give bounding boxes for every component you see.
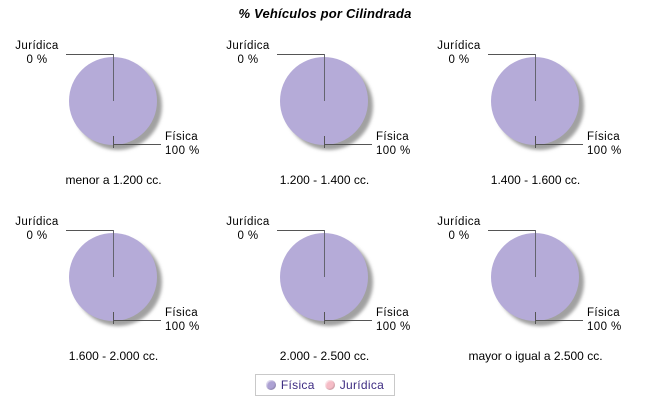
leader-tick-icon [535,312,536,324]
leader-line-icon [113,144,161,145]
slice-name: Jurídica [15,216,59,228]
pie-plot: Jurídica 0 % Física 100 % [8,35,219,195]
chart-title: % Vehículos por Cilindrada [238,6,412,21]
slice-boundary-line-icon [113,54,114,101]
legend-item: Física [265,378,315,392]
slice-boundary-line-icon [535,54,536,101]
slice-name: Física [165,307,199,319]
slice-name: Jurídica [226,40,270,52]
legend-item-label: Física [280,378,315,392]
category-label: mayor o igual a 2.500 cc. [468,349,603,363]
legend-box: Física Jurídica [254,374,396,396]
leader-line-icon [277,230,324,231]
pie-cell: Jurídica 0 % Física 100 % 2.000 - 2.500 … [219,211,430,371]
leader-tick-icon [113,136,114,148]
slice-value: 100 % [587,145,622,157]
legend-marker-icon [265,380,276,390]
leader-line-icon [324,144,372,145]
leader-line-icon [535,320,583,321]
slice-name: Física [165,131,199,143]
slice-label-juridica: Jurídica 0 % [219,39,277,67]
slice-name: Física [587,307,621,319]
pie-grid: Jurídica 0 % Física 100 % menor a 1.200 … [8,35,642,387]
slice-value: 100 % [165,321,200,333]
pie-cell: Jurídica 0 % Física 100 % 1.400 - 1.600 … [430,35,641,195]
slice-name: Física [376,307,410,319]
slice-label-fisica: Física 100 % [165,130,219,158]
slice-value: 0 % [26,54,48,66]
slice-label-juridica: Jurídica 0 % [8,39,66,67]
slice-label-fisica: Física 100 % [587,306,641,334]
slice-name: Jurídica [437,40,481,52]
slice-label-juridica: Jurídica 0 % [430,39,488,67]
pie-cell: Jurídica 0 % Física 100 % menor a 1.200 … [8,35,219,195]
pie-plot: Jurídica 0 % Física 100 % [219,211,430,371]
leader-tick-icon [324,136,325,148]
slice-label-juridica: Jurídica 0 % [430,215,488,243]
slice-name: Jurídica [15,40,59,52]
slice-name: Física [587,131,621,143]
leader-line-icon [66,54,113,55]
slice-label-fisica: Física 100 % [587,130,641,158]
slice-value: 100 % [376,321,411,333]
pie-cell: Jurídica 0 % Física 100 % mayor o igual … [430,211,641,371]
leader-line-icon [324,320,372,321]
category-label: menor a 1.200 cc. [65,173,162,187]
slice-label-juridica: Jurídica 0 % [8,215,66,243]
pie-plot: Jurídica 0 % Física 100 % [430,35,641,195]
slice-value: 0 % [237,230,259,242]
leader-tick-icon [535,136,536,148]
legend-item: Jurídica [324,378,385,392]
leader-line-icon [535,144,583,145]
category-label: 1.600 - 2.000 cc. [68,349,159,363]
slice-name: Física [376,131,410,143]
slice-label-fisica: Física 100 % [165,306,219,334]
slice-label-fisica: Física 100 % [376,306,430,334]
legend-marker-icon [324,380,335,390]
slice-value: 0 % [448,54,470,66]
legend-item-label: Jurídica [339,378,385,392]
slice-value: 100 % [587,321,622,333]
slice-label-fisica: Física 100 % [376,130,430,158]
leader-line-icon [66,230,113,231]
slice-value: 100 % [165,145,200,157]
slice-boundary-line-icon [324,230,325,277]
leader-line-icon [113,320,161,321]
slice-boundary-line-icon [113,230,114,277]
legend: Física Jurídica [0,374,650,396]
slice-value: 100 % [376,145,411,157]
slice-value: 0 % [237,54,259,66]
category-label: 1.400 - 1.600 cc. [490,173,581,187]
slice-value: 0 % [448,230,470,242]
pie-cell: Jurídica 0 % Física 100 % 1.600 - 2.000 … [8,211,219,371]
category-label: 1.200 - 1.400 cc. [279,173,370,187]
leader-line-icon [277,54,324,55]
pie-plot: Jurídica 0 % Física 100 % [430,211,641,371]
leader-tick-icon [113,312,114,324]
leader-tick-icon [324,312,325,324]
slice-label-juridica: Jurídica 0 % [219,215,277,243]
slice-boundary-line-icon [535,230,536,277]
pie-plot: Jurídica 0 % Física 100 % [219,35,430,195]
slice-boundary-line-icon [324,54,325,101]
pie-cell: Jurídica 0 % Física 100 % 1.200 - 1.400 … [219,35,430,195]
leader-line-icon [488,230,535,231]
leader-line-icon [488,54,535,55]
category-label: 2.000 - 2.500 cc. [279,349,370,363]
slice-name: Jurídica [226,216,270,228]
slice-name: Jurídica [437,216,481,228]
pie-plot: Jurídica 0 % Física 100 % [8,211,219,371]
slice-value: 0 % [26,230,48,242]
